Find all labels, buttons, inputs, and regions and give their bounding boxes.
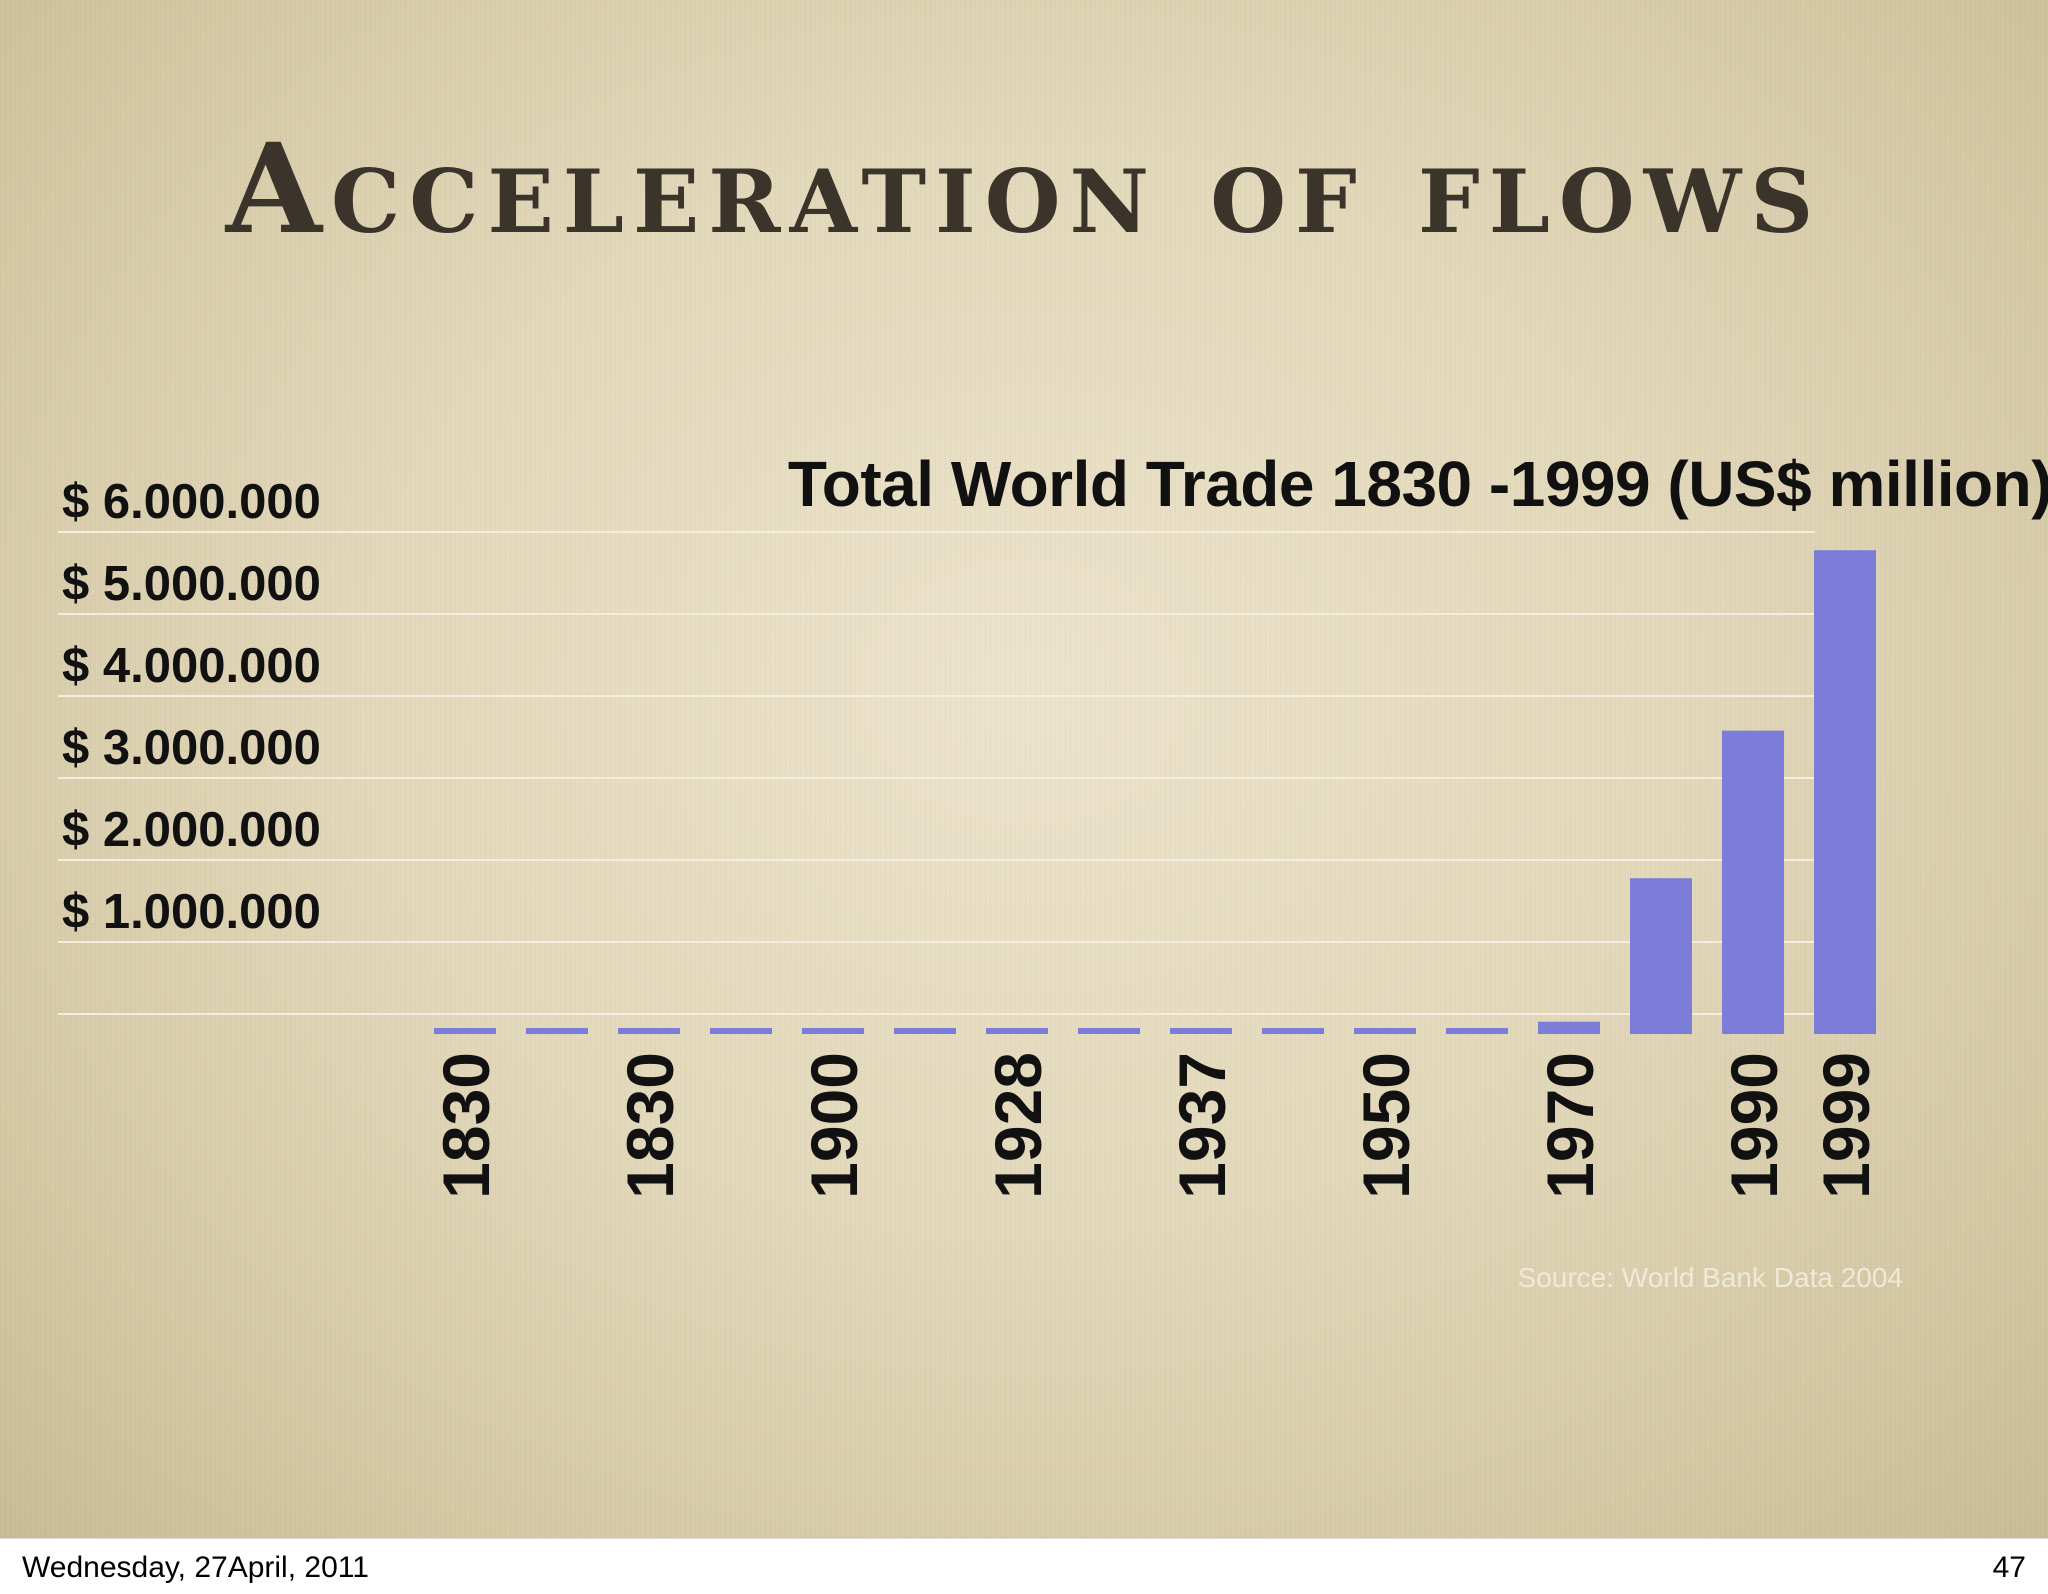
y-tick-label: $ 3.000.000 — [62, 721, 321, 775]
bar — [1814, 550, 1876, 1034]
bar — [1262, 1028, 1324, 1034]
x-tick-label: 1950 — [1349, 1052, 1423, 1199]
grid-lines — [58, 531, 1815, 1015]
bar — [894, 1028, 956, 1034]
bar — [1354, 1028, 1416, 1034]
y-tick-label: $ 1.000.000 — [62, 885, 321, 939]
page-number: 47 — [1992, 1551, 2026, 1584]
x-tick-label: 1999 — [1809, 1052, 1883, 1199]
x-tick-label: 1970 — [1533, 1052, 1607, 1199]
bar — [802, 1028, 864, 1034]
bar — [986, 1028, 1048, 1034]
bar — [1170, 1028, 1232, 1034]
slide-title: Acceleration of flows — [225, 117, 1823, 262]
bar — [1078, 1028, 1140, 1034]
bar — [1722, 730, 1784, 1034]
bar — [1446, 1028, 1508, 1034]
x-tick-label: 1900 — [797, 1052, 871, 1199]
bar — [618, 1028, 680, 1034]
slide-background: Acceleration of flows Total World Trade … — [0, 0, 2048, 1538]
y-tick-label: $ 4.000.000 — [62, 639, 321, 693]
x-axis: 1830 1830 1900 1928 1937 1950 1970 1990 1999 — [429, 1052, 1883, 1199]
x-tick-label: 1937 — [1165, 1052, 1239, 1199]
bar — [1630, 878, 1692, 1034]
footer-bar: Wednesday, 27April, 2011 47 — [0, 1538, 2048, 1594]
chart-title: Total World Trade 1830 -1999 (US$ millio… — [787, 448, 2048, 520]
bar — [434, 1028, 496, 1034]
bar — [526, 1028, 588, 1034]
y-axis: $ 1.000.000 $ 2.000.000 $ 3.000.000 $ 4.000… — [62, 475, 321, 939]
x-tick-label: 1830 — [429, 1052, 503, 1199]
bar — [1538, 1021, 1600, 1034]
bars — [434, 550, 1876, 1034]
y-tick-label: $ 5.000.000 — [62, 557, 321, 611]
y-tick-label: $ 6.000.000 — [62, 475, 321, 529]
y-tick-label: $ 2.000.000 — [62, 803, 321, 857]
bar — [710, 1028, 772, 1034]
x-tick-label: 1990 — [1717, 1052, 1791, 1199]
source-note: Source: World Bank Data 2004 — [1518, 1262, 1903, 1293]
bar-chart: $ 1.000.000 $ 2.000.000 $ 3.000.000 $ 4.000… — [58, 475, 1903, 1293]
x-tick-label: 1928 — [981, 1052, 1055, 1199]
footer-date: Wednesday, 27April, 2011 — [22, 1551, 369, 1584]
x-tick-label: 1830 — [613, 1052, 687, 1199]
